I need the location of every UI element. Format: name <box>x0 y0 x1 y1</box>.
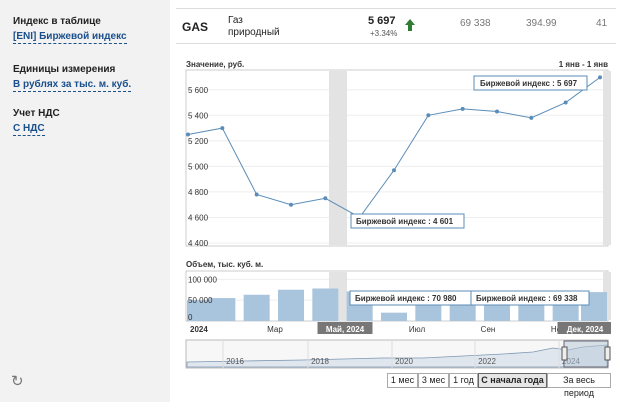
tooltip-price-min: Биржевой индекс : 4 601 <box>350 213 465 229</box>
navigator-year-label: 2020 <box>395 357 413 366</box>
x-axis-labels: 2024 Мар Май, 2024 Июл Сен Но Дек, 2024 <box>190 322 613 334</box>
price-point <box>289 202 293 207</box>
price-point <box>254 192 259 197</box>
vat-label: Учет НДС <box>13 108 60 119</box>
ticker-change: +3.34% <box>370 29 398 38</box>
price-y-tick-label: 4 400 <box>188 239 209 248</box>
units-setting: Единицы измерения В рублях за тыс. м. ку… <box>13 64 132 92</box>
units-label: Единицы измерения <box>13 64 116 75</box>
ticker-row[interactable]: GAS Газ природный 5 697 +3.34% 69 338 39… <box>176 8 616 44</box>
navigator-handle-right[interactable] <box>604 346 611 361</box>
volume-y-tick-label: 100 000 <box>188 275 217 284</box>
x-label-box <box>557 322 613 334</box>
navigator-year-label: 2022 <box>478 357 496 366</box>
x-axis-label: Но <box>551 325 562 334</box>
period-button[interactable]: С начала года <box>478 373 547 388</box>
tooltip-volume-last-text: Биржевой индекс : 69 338 <box>476 294 578 303</box>
refresh-icon[interactable]: ↻ <box>11 373 24 390</box>
tooltip-price-min-text: Биржевой индекс : 4 601 <box>356 217 454 226</box>
navigator-selection[interactable] <box>563 340 609 368</box>
price-point <box>220 126 225 131</box>
price-panel-title: Значение, руб. <box>186 60 244 69</box>
price-y-tick-label: 5 200 <box>188 137 209 146</box>
tooltip-volume-may: Биржевой индекс : 70 980 <box>349 290 472 306</box>
tooltip-volume-last: Биржевой индекс : 69 338 <box>470 290 590 306</box>
x-axis-label: 2024 <box>190 325 208 334</box>
volume-bar <box>243 294 270 321</box>
price-point <box>495 109 499 114</box>
volume-bar <box>312 288 339 321</box>
price-y-tick-label: 5 400 <box>188 111 209 120</box>
units-selector-link[interactable]: В рублях за тыс. м. куб. <box>13 79 132 92</box>
vat-setting: Учет НДС С НДС <box>13 108 60 136</box>
arrow-up-icon <box>405 19 415 31</box>
ticker-price: 5 697 <box>368 15 396 27</box>
period-button[interactable]: 1 год <box>449 373 478 388</box>
vat-selector-link[interactable]: С НДС <box>13 123 45 136</box>
ticker-name-line2: природный <box>228 27 280 38</box>
x-axis-label: Сен <box>481 325 496 334</box>
volume-bar <box>209 298 236 321</box>
price-y-tick-label: 5 000 <box>188 162 209 171</box>
price-y-ticks: 5 600 5 400 5 200 5 000 4 800 4 600 4 400 <box>188 86 209 248</box>
tooltip-price-last-text: Биржевой индекс : 5 697 <box>480 79 578 88</box>
ticker-value: 394.99 <box>526 18 557 29</box>
tooltip-price-last: Биржевой индекс : 5 697 <box>473 75 588 91</box>
price-point <box>323 196 328 201</box>
period-button[interactable]: 3 мес <box>418 373 449 388</box>
sidebar: Индекс в таблице [ENI] Биржевой индекс Е… <box>0 0 170 402</box>
period-button[interactable]: 1 мес <box>387 373 418 388</box>
navigator-year-label: 2018 <box>311 357 329 366</box>
volume-bar <box>381 312 407 321</box>
price-y-tick-label: 5 600 <box>188 86 209 95</box>
x-axis-label: Июл <box>409 325 426 334</box>
price-point <box>529 115 534 120</box>
price-point <box>460 106 465 111</box>
price-point <box>598 75 602 80</box>
volume-y-ticks: 100 000 50 000 0 <box>188 275 217 322</box>
volume-panel-title: Объем, тыс. куб. м. <box>186 260 263 269</box>
period-button[interactable]: За весь период <box>547 373 611 398</box>
index-selector-link[interactable]: [ENI] Биржевой индекс <box>13 31 127 44</box>
navigator-year-label: 2016 <box>226 357 244 366</box>
x-axis-label: Мар <box>267 325 283 334</box>
ticker-code: GAS <box>182 20 209 34</box>
price-point <box>563 100 568 105</box>
price-point <box>186 132 190 137</box>
tooltip-volume-may-text: Биржевой индекс : 70 980 <box>355 294 457 303</box>
chart-area[interactable]: Значение, руб. 1 янв - 1 янв 5 600 5 400 5… <box>183 56 613 370</box>
volume-y-tick-label: 50 000 <box>188 296 213 305</box>
ticker-count: 41 <box>596 18 608 29</box>
x-label-box <box>317 322 373 334</box>
volume-bar <box>187 300 213 321</box>
volume-y-tick-label: 0 <box>188 313 193 322</box>
price-highlight-may <box>329 71 347 245</box>
x-axis-label: Дек, 2024 <box>567 325 604 334</box>
volume-bar <box>278 289 304 321</box>
range-label: 1 янв - 1 янв <box>559 60 608 69</box>
x-axis-label: Май, 2024 <box>326 325 365 334</box>
index-label: Индекс в таблице <box>13 16 101 27</box>
ticker-volume: 69 338 <box>460 18 491 29</box>
price-point <box>426 113 431 118</box>
ticker-name: Газ природный <box>228 15 280 39</box>
main-content: GAS Газ природный 5 697 +3.34% 69 338 39… <box>176 0 624 402</box>
price-y-tick-label: 4 800 <box>188 188 209 197</box>
price-point <box>392 168 396 173</box>
ticker-name-line1: Газ <box>228 15 243 26</box>
index-setting: Индекс в таблице [ENI] Биржевой индекс <box>13 16 127 44</box>
price-y-tick-label: 4 600 <box>188 213 209 222</box>
navigator-handle-left[interactable] <box>561 346 568 361</box>
price-highlight-dec <box>603 71 611 245</box>
